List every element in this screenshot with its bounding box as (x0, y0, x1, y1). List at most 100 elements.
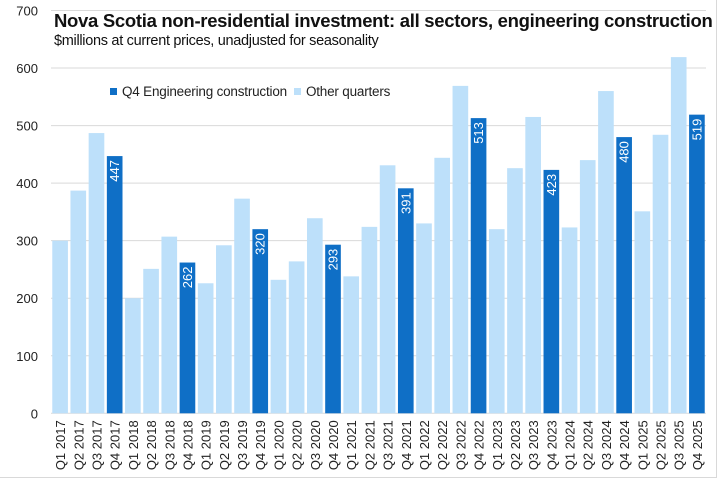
bar-q2-2022 (434, 157, 451, 414)
bar-q2-2020 (288, 261, 305, 414)
bar-q4-2025 (689, 114, 705, 414)
bar-q1-2021 (343, 276, 360, 414)
data-label-q4-2023: 423 (544, 174, 559, 196)
data-labels: 447 262 320 293 391 513 423 480 519 (107, 119, 704, 289)
bar-q3-2025 (670, 57, 687, 414)
data-label-q4-2021: 391 (398, 192, 413, 214)
bar-q4-2022 (470, 118, 487, 414)
x-tick-label: Q3 2024 (599, 420, 614, 470)
bar-q2-2023 (507, 168, 523, 414)
bar-q2-2025 (652, 134, 669, 414)
bar-q1-2017 (52, 240, 68, 414)
y-tick-label: 400 (16, 176, 38, 191)
x-tick-label: Q2 2022 (435, 420, 450, 470)
y-tick-label: 200 (16, 291, 38, 306)
x-tick-label: Q4 2022 (472, 420, 487, 470)
bar-q2-2024 (579, 160, 596, 414)
y-tick-label: 700 (16, 4, 38, 19)
x-tick-label: Q4 2019 (253, 420, 268, 470)
x-tick-label: Q1 2018 (126, 420, 141, 470)
x-tick-label: Q4 2025 (690, 420, 705, 470)
x-tick-label: Q1 2020 (271, 420, 286, 470)
bar-q4-2019 (252, 229, 269, 414)
y-tick-label: 600 (16, 61, 38, 76)
x-tick-label: Q4 2017 (108, 420, 123, 470)
x-tick-label: Q1 2023 (490, 420, 505, 470)
bar-q3-2022 (452, 85, 469, 414)
bar-q2-2019 (216, 245, 232, 414)
x-tick-label: Q1 2017 (53, 420, 68, 470)
legend-label-other: Other quarters (305, 84, 391, 99)
x-tick-label: Q1 2021 (344, 420, 359, 470)
x-tick-label: Q3 2019 (235, 420, 250, 470)
bar-q3-2023 (525, 116, 541, 414)
x-tick-label: Q1 2024 (563, 420, 578, 470)
bar-q3-2020 (306, 218, 323, 414)
legend-label-q4: Q4 Engineering construction (122, 84, 287, 99)
bar-q3-2017 (88, 133, 105, 414)
bar-q3-2019 (234, 198, 250, 414)
legend: Q4 Engineering construction Other quarte… (110, 84, 397, 99)
data-label-q4-2022: 513 (471, 122, 486, 144)
x-tick-label: Q3 2022 (453, 420, 468, 470)
bar-q4-2018 (179, 262, 196, 414)
gridlines (51, 10, 706, 414)
bar-q4-2017 (106, 156, 123, 414)
y-tick-label: 100 (16, 349, 38, 364)
bar-q1-2020 (270, 279, 287, 414)
y-tick-label: 0 (31, 406, 38, 421)
data-label-q4-2019: 320 (253, 233, 268, 255)
bar-q1-2019 (197, 283, 214, 414)
x-tick-label: Q1 2019 (199, 420, 214, 470)
bar-q2-2017 (70, 190, 87, 414)
bars (52, 57, 705, 414)
bar-q3-2021 (379, 165, 396, 414)
x-tick-label: Q2 2023 (508, 420, 523, 470)
x-tick-label: Q3 2018 (162, 420, 177, 470)
x-tick-label: Q3 2021 (381, 420, 396, 470)
x-tick-label: Q2 2021 (362, 420, 377, 470)
x-tick-label: Q2 2020 (290, 420, 305, 470)
legend-item-q4: Q4 Engineering construction (110, 84, 287, 99)
x-tick-label: Q3 2017 (89, 420, 104, 470)
chart-title: Nova Scotia non-residential investment: … (54, 10, 713, 31)
x-tick-label: Q4 2024 (617, 420, 632, 470)
bar-q4-2023 (543, 169, 560, 414)
bar-q2-2021 (361, 226, 378, 414)
y-tick-label: 500 (16, 119, 38, 134)
x-tick-label: Q1 2022 (417, 420, 432, 470)
x-tick-label: Q1 2025 (635, 420, 650, 470)
x-tick-label: Q2 2024 (581, 420, 596, 470)
x-tick-label: Q2 2018 (144, 420, 159, 470)
x-tick-label: Q4 2020 (326, 420, 341, 470)
y-tick-label: 300 (16, 234, 38, 249)
bar-q2-2018 (143, 268, 159, 414)
y-axis-ticks: 0 100 200 300 400 500 600 700 (16, 4, 38, 422)
bar-q1-2023 (488, 229, 505, 414)
x-tick-label: Q2 2025 (654, 420, 669, 470)
legend-swatch-other (293, 88, 301, 95)
x-tick-label: Q3 2020 (308, 420, 323, 470)
bar-q1-2025 (634, 211, 651, 414)
bar-q4-2021 (397, 188, 414, 414)
x-tick-label: Q2 2017 (71, 420, 86, 470)
bar-q1-2018 (125, 298, 141, 414)
data-label-q4-2024: 480 (617, 141, 632, 163)
data-label-q4-2020: 293 (326, 249, 341, 271)
x-tick-label: Q3 2023 (526, 420, 541, 470)
data-label-q4-2018: 262 (180, 267, 195, 289)
bar-q4-2020 (325, 244, 341, 414)
legend-item-other: Other quarters (293, 84, 391, 99)
data-label-q4-2025: 519 (689, 119, 704, 141)
data-label-q4-2017: 447 (107, 160, 122, 182)
bar-q1-2022 (416, 223, 432, 414)
legend-swatch-q4 (110, 88, 117, 95)
x-tick-label: Q2 2019 (217, 420, 232, 470)
x-axis-ticks: Q1 2017 Q2 2017 Q3 2017 Q4 2017 Q1 2018 Q2 20… (53, 420, 705, 470)
x-tick-label: Q4 2023 (544, 420, 559, 470)
bar-q3-2024 (598, 91, 614, 414)
x-tick-label: Q4 2018 (180, 420, 195, 470)
chart-subtitle: $millions at current prices, unadjusted … (54, 33, 379, 49)
